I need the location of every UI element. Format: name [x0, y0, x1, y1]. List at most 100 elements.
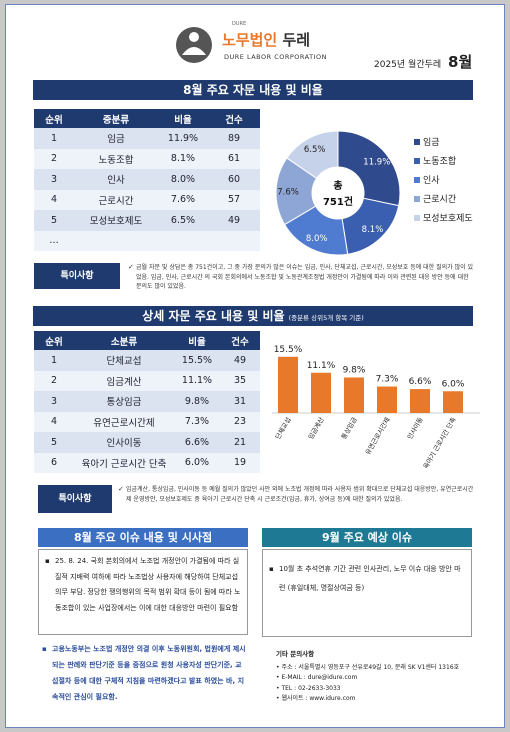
- cell-count: 89: [208, 128, 260, 149]
- table-row: 1 단체교섭 15.5% 49: [34, 350, 260, 371]
- note1-text: 금월 자문 및 상담은 총 751건이고, 그 중 가장 문의가 많은 이슈는 …: [128, 263, 476, 292]
- donut-slice-label: 11.9%: [363, 157, 390, 167]
- bar-category-label: 유연근로시간제: [363, 415, 392, 456]
- bar-value-label: 11.1%: [307, 361, 336, 371]
- legend-label: 근로시간: [423, 195, 457, 205]
- legend-item: 근로시간: [414, 192, 456, 205]
- contact-email-text[interactable]: E-MAIL : dure@idure.com: [281, 674, 358, 681]
- table-row: 1 임금 11.9% 89: [34, 128, 260, 149]
- detail-table: 순위 소분류 비율 건수 1 단체교섭 15.5% 49 2 임금계산 11.1% 35 3…: [34, 331, 260, 473]
- table-row: 4 근로시간 7.6% 57: [34, 189, 260, 210]
- col-rank: 순위: [34, 109, 74, 128]
- bar: [278, 356, 298, 413]
- donut-slice-1: [337, 130, 401, 207]
- cell-rank: 3: [34, 391, 74, 412]
- contact-email[interactable]: • E-MAIL : dure@idure.com: [276, 674, 358, 681]
- forecast-box: ▪ 10월 초 추석연휴 기간 관련 인사관리, 노무 이슈 대응 방안 마련 …: [262, 549, 472, 637]
- bar-value-label: 15.5%: [274, 345, 303, 355]
- issue-label: 2025년 월간두레 8월: [374, 51, 472, 72]
- cell-rank: 2: [34, 370, 74, 391]
- cell-count: 60: [208, 169, 260, 190]
- logo-small-text: DURE: [232, 21, 247, 27]
- forecast-title: 9월 주요 예상 이슈: [262, 528, 472, 547]
- bar-value-label: 7.3%: [376, 375, 399, 385]
- cell-count: 23: [220, 411, 260, 432]
- bar: [377, 386, 397, 413]
- table-row: 2 노동조합 8.1% 61: [34, 148, 260, 169]
- cell-category: 임금: [74, 128, 158, 149]
- cell-ratio: 9.8%: [174, 391, 220, 412]
- legend-item: 임금: [414, 135, 440, 148]
- issue-label-text: 2025년 월간두레: [374, 60, 442, 70]
- section2-title: 상세 자문 주요 내용 및 비율 (중분류 상위5개 항목 기준): [33, 306, 473, 326]
- cell-ratio: 6.5%: [158, 210, 208, 231]
- donut-slice-label: 8.0%: [306, 234, 328, 244]
- table-row: 2 임금계산 11.1% 35: [34, 370, 260, 391]
- cell-ratio: 11.1%: [174, 370, 220, 391]
- legend-swatch: [414, 196, 420, 202]
- issues-box: ▪ 25. 8. 24. 국회 본회의에서 노조법 개정안이 가결됨에 따라 실…: [38, 549, 248, 635]
- section2-title-sub: (중분류 상위5개 항목 기준): [288, 314, 364, 322]
- cell-count: 57: [208, 189, 260, 210]
- bullet-icon: ▪: [45, 557, 50, 565]
- legend-item: 노동조합: [414, 154, 456, 167]
- cell-rank: 5: [34, 210, 74, 231]
- issue-month: 8월: [448, 53, 473, 71]
- table-row: …: [34, 230, 260, 251]
- col-ratio: 비율: [174, 331, 220, 350]
- issues-bullet2: ▪ 고용노동부는 노조법 개정안 의결 이후 노동위원회, 법원에게 제시되는 …: [42, 641, 248, 705]
- cell-category: 인사이동: [74, 432, 174, 453]
- cell-count: 31: [220, 391, 260, 412]
- issues-bullet: ▪ 25. 8. 24. 국회 본회의에서 노조법 개정안이 가결됨에 따라 실…: [45, 554, 243, 616]
- cell-rank: 5: [34, 432, 74, 453]
- cell-ratio: 6.0%: [174, 452, 220, 473]
- cell-ratio: 7.6%: [158, 189, 208, 210]
- table-row: 3 인사 8.0% 60: [34, 169, 260, 190]
- bar: [410, 389, 430, 413]
- issues-title: 8월 주요 이슈 내용 및 시사점: [38, 528, 248, 547]
- bullet-icon: ▪: [42, 645, 47, 653]
- legend-item: 인사: [414, 173, 440, 186]
- table-row: 4 유연근로시간제 7.3% 23: [34, 411, 260, 432]
- bar-category-label: 임금계산: [306, 415, 326, 440]
- cell-category: 노동조합: [74, 148, 158, 169]
- cell-rank: 3: [34, 169, 74, 190]
- donut-slice-label: 7.6%: [277, 187, 299, 197]
- cell-category: 인사: [74, 169, 158, 190]
- contact-address: • 주소 : 서울특별시 영등포구 선유로49길 10, 문래 SK V1센터 …: [276, 663, 460, 671]
- bar-category-label: 통상임금: [339, 415, 359, 440]
- cell-ellipsis: …: [34, 230, 74, 251]
- cell-category: 임금계산: [74, 370, 174, 391]
- legend-swatch: [414, 177, 420, 183]
- cell-ratio: 11.9%: [158, 128, 208, 149]
- legend-swatch: [414, 158, 420, 164]
- table-row: 3 통상임금 9.8% 31: [34, 391, 260, 412]
- note1-label: 특이사항: [34, 263, 120, 289]
- donut-center-bottom: 751건: [323, 195, 353, 208]
- table-row: 5 모성보호제도 6.5% 49: [34, 210, 260, 231]
- cell-ratio: 7.3%: [174, 411, 220, 432]
- table-row: 6 육아기 근로시간 단축 6.0% 19: [34, 452, 260, 473]
- logo-subtitle: DURE LABOR CORPORATION: [224, 53, 327, 61]
- cell-count: 35: [220, 370, 260, 391]
- table-row: 5 인사이동 6.6% 21: [34, 432, 260, 453]
- contact-website[interactable]: • 웹사이트 : www.idure.com: [276, 695, 356, 702]
- bar-category-label: 육아기 근로시간 단축: [421, 415, 458, 470]
- contact-website-text[interactable]: 웹사이트 : www.idure.com: [281, 695, 356, 702]
- category-table: 순위 중분류 비율 건수 1 임금 11.9% 89 2 노동조합 8.1% 61 3 인사 8…: [34, 109, 260, 251]
- cell-category: 단체교섭: [74, 350, 174, 371]
- col-category: 중분류: [74, 109, 158, 128]
- col-count: 건수: [220, 331, 260, 350]
- legend-label: 임금: [423, 138, 440, 148]
- legend-item: 모성보호제도: [414, 211, 473, 224]
- issues-bullet2-text: 고용노동부는 노조법 개정안 의결 이후 노동위원회, 법원에게 제시되는 판례…: [52, 645, 246, 701]
- donut-slice-label: 6.5%: [304, 145, 326, 155]
- logo-name: 노무법인: [222, 31, 278, 49]
- donut-center-top: 총: [333, 179, 342, 192]
- cell-rank: 6: [34, 452, 74, 473]
- table-header-row: 순위 중분류 비율 건수: [34, 109, 260, 128]
- cell-count: 49: [220, 350, 260, 371]
- logo: DURE 노무법인 두레 DURE LABOR CORPORATION: [174, 21, 334, 69]
- section2-title-text: 상세 자문 주요 내용 및 비율: [142, 309, 285, 323]
- cell-ratio: 6.6%: [174, 432, 220, 453]
